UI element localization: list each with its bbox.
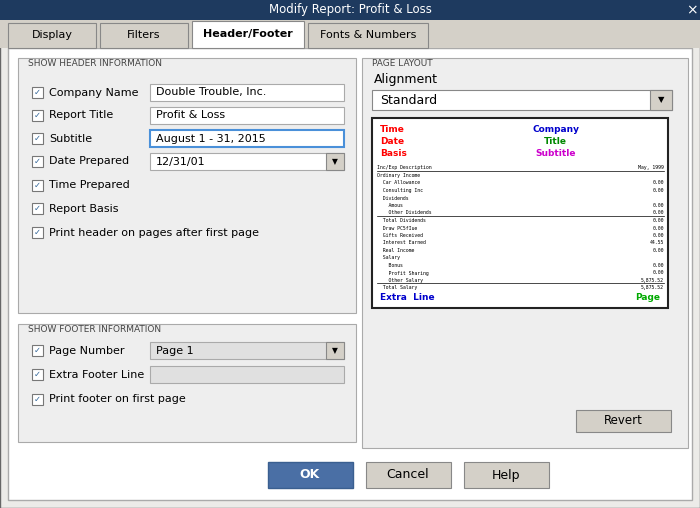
FancyBboxPatch shape [326, 342, 344, 359]
FancyBboxPatch shape [32, 156, 43, 167]
Text: ✓: ✓ [34, 88, 41, 97]
Text: Help: Help [491, 468, 520, 482]
Text: 0.00: 0.00 [652, 248, 664, 253]
Text: Extra Footer Line: Extra Footer Line [49, 369, 144, 379]
Text: ✓: ✓ [34, 157, 41, 166]
FancyBboxPatch shape [150, 84, 344, 101]
FancyBboxPatch shape [150, 130, 344, 147]
Text: 0.00: 0.00 [652, 233, 664, 238]
Text: Title: Title [544, 138, 567, 146]
Text: 0.00: 0.00 [652, 188, 664, 193]
FancyBboxPatch shape [32, 394, 43, 405]
Text: Date: Date [380, 138, 404, 146]
FancyBboxPatch shape [32, 133, 43, 144]
Text: Display: Display [32, 30, 73, 40]
Text: SHOW FOOTER INFORMATION: SHOW FOOTER INFORMATION [28, 325, 161, 333]
Text: Time Prepared: Time Prepared [49, 180, 130, 190]
Text: Inc/Exp Description: Inc/Exp Description [377, 166, 432, 171]
Text: ✓: ✓ [34, 346, 41, 355]
Text: OK: OK [300, 468, 320, 482]
FancyBboxPatch shape [308, 23, 428, 48]
Text: ×: × [686, 3, 698, 17]
Text: Total Dividends: Total Dividends [377, 218, 426, 223]
Text: Page Number: Page Number [49, 345, 125, 356]
FancyBboxPatch shape [150, 153, 344, 170]
FancyBboxPatch shape [100, 23, 188, 48]
FancyBboxPatch shape [0, 0, 700, 20]
Text: ▼: ▼ [658, 96, 664, 105]
FancyBboxPatch shape [650, 90, 672, 110]
FancyBboxPatch shape [8, 48, 692, 500]
Text: ✓: ✓ [34, 111, 41, 120]
Text: 5,875.52: 5,875.52 [641, 285, 664, 291]
Text: Cancel: Cancel [386, 468, 429, 482]
Text: 0.00: 0.00 [652, 263, 664, 268]
Text: Filters: Filters [127, 30, 161, 40]
FancyBboxPatch shape [32, 345, 43, 356]
Text: ✓: ✓ [34, 204, 41, 213]
FancyBboxPatch shape [32, 87, 43, 98]
Text: 0.00: 0.00 [652, 218, 664, 223]
Text: Company Name: Company Name [49, 87, 139, 98]
FancyBboxPatch shape [8, 23, 96, 48]
FancyBboxPatch shape [372, 118, 668, 308]
FancyBboxPatch shape [32, 369, 43, 380]
Text: Page 1: Page 1 [156, 345, 194, 356]
Text: Fonts & Numbers: Fonts & Numbers [320, 30, 416, 40]
Text: Revert: Revert [603, 415, 643, 428]
Text: Alignment: Alignment [374, 74, 438, 86]
Text: ✓: ✓ [34, 228, 41, 237]
Text: Gifts Received: Gifts Received [377, 233, 423, 238]
FancyBboxPatch shape [150, 342, 344, 359]
Text: ▼: ▼ [332, 346, 338, 355]
Text: Report Title: Report Title [49, 111, 113, 120]
Text: Company: Company [532, 125, 579, 135]
FancyBboxPatch shape [372, 90, 672, 110]
Text: May, 1999: May, 1999 [638, 166, 664, 171]
Text: 0.00: 0.00 [652, 210, 664, 215]
Text: Print header on pages after first page: Print header on pages after first page [49, 228, 259, 238]
Text: Double Trouble, Inc.: Double Trouble, Inc. [156, 87, 267, 98]
FancyBboxPatch shape [32, 227, 43, 238]
Text: ✓: ✓ [34, 181, 41, 190]
Text: 0.00: 0.00 [652, 180, 664, 185]
Text: Other Dividends: Other Dividends [377, 210, 432, 215]
Text: Consulting Inc: Consulting Inc [377, 188, 423, 193]
Text: Total Salary: Total Salary [377, 285, 417, 291]
FancyBboxPatch shape [150, 107, 344, 124]
Text: Standard: Standard [380, 93, 437, 107]
Text: Page: Page [635, 294, 660, 302]
Text: PAGE LAYOUT: PAGE LAYOUT [372, 58, 433, 68]
Text: August 1 - 31, 2015: August 1 - 31, 2015 [156, 134, 266, 143]
Text: Modify Report: Profit & Loss: Modify Report: Profit & Loss [269, 4, 431, 16]
Text: 44.55: 44.55 [650, 240, 664, 245]
Text: Interest Earned: Interest Earned [377, 240, 426, 245]
Text: Other Salary: Other Salary [377, 278, 423, 283]
Text: ✓: ✓ [34, 395, 41, 404]
Text: Amous: Amous [377, 203, 403, 208]
Text: Bonus: Bonus [377, 263, 403, 268]
FancyBboxPatch shape [150, 366, 344, 383]
Text: Salary: Salary [377, 256, 400, 261]
FancyBboxPatch shape [366, 462, 451, 488]
Text: 0.00: 0.00 [652, 270, 664, 275]
FancyBboxPatch shape [32, 110, 43, 121]
Text: Profit Sharing: Profit Sharing [377, 270, 428, 275]
Text: Print footer on first page: Print footer on first page [49, 395, 186, 404]
Text: Time: Time [380, 125, 405, 135]
Text: Subtitle: Subtitle [49, 134, 92, 143]
Text: 0.00: 0.00 [652, 203, 664, 208]
Text: Ordinary Income: Ordinary Income [377, 173, 420, 178]
FancyBboxPatch shape [268, 462, 353, 488]
FancyBboxPatch shape [464, 462, 549, 488]
FancyBboxPatch shape [18, 324, 356, 442]
Text: Real Income: Real Income [377, 248, 414, 253]
FancyBboxPatch shape [192, 21, 304, 48]
FancyBboxPatch shape [576, 410, 671, 432]
Text: SHOW HEADER INFORMATION: SHOW HEADER INFORMATION [28, 58, 162, 68]
Text: ▼: ▼ [332, 157, 338, 166]
Text: Date Prepared: Date Prepared [49, 156, 129, 167]
Text: Subtitle: Subtitle [536, 149, 576, 158]
Text: Profit & Loss: Profit & Loss [156, 111, 225, 120]
